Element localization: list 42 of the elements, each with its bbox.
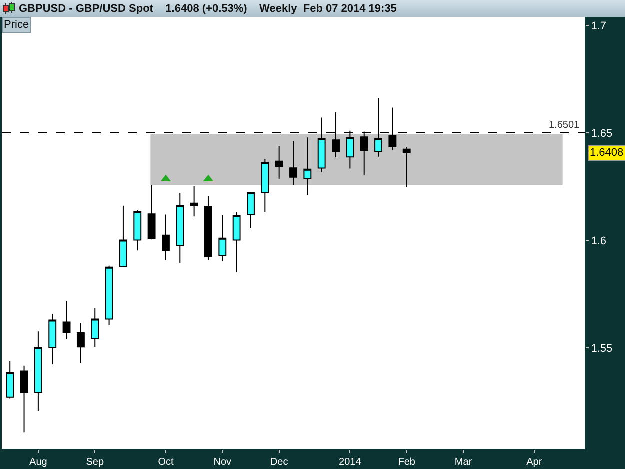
candlestick xyxy=(62,300,71,340)
candlestick xyxy=(388,107,397,151)
x-tick-label: Dec xyxy=(270,457,288,468)
candlestick xyxy=(162,214,170,261)
candlestick xyxy=(91,308,100,348)
candlestick xyxy=(232,212,241,273)
x-tick-label: Nov xyxy=(214,457,232,468)
candlestick xyxy=(204,196,212,261)
candlestick xyxy=(402,146,411,188)
annotation: Price xyxy=(4,19,30,31)
x-tick-label: Apr xyxy=(526,457,543,468)
candlestick xyxy=(290,140,298,186)
chart-title: GBPUSD - GBP/USD Spot 1.6408 (+0.53%) Weekly Feb 07 2014 19:35 xyxy=(19,2,397,14)
candlestick xyxy=(148,184,156,240)
candlestick xyxy=(105,265,114,326)
candlestick xyxy=(190,186,198,218)
candlestick xyxy=(318,117,326,173)
y-tick-label: 1.7 xyxy=(591,20,606,32)
candlestick xyxy=(275,146,284,180)
candlestick xyxy=(134,210,142,252)
candlestick xyxy=(176,192,184,264)
x-tick-label: Aug xyxy=(30,457,48,468)
candlestick xyxy=(76,322,85,364)
y-tick-label: 1.55 xyxy=(591,342,613,355)
candlestick xyxy=(34,331,42,412)
candlestick xyxy=(20,365,28,434)
ref-line-label: 1.6501 xyxy=(549,120,580,131)
x-tick-label: Mar xyxy=(454,457,473,468)
candlestick xyxy=(247,192,255,229)
y-tick-label: 1.6 xyxy=(591,235,606,248)
candlestick xyxy=(261,158,270,213)
x-tick-label: 2014 xyxy=(339,457,362,468)
x-tick-label: Sep xyxy=(86,457,104,468)
candlestick xyxy=(218,214,227,262)
x-tick-label: Feb xyxy=(398,457,416,468)
candlestick xyxy=(304,137,312,196)
text: 1.6408 xyxy=(590,147,624,159)
candlestick xyxy=(6,360,14,400)
y-tick-label: 1.65 xyxy=(591,128,613,140)
candlestick xyxy=(119,205,128,268)
x-tick-label: Oct xyxy=(158,457,174,468)
candlestick xyxy=(48,314,57,366)
